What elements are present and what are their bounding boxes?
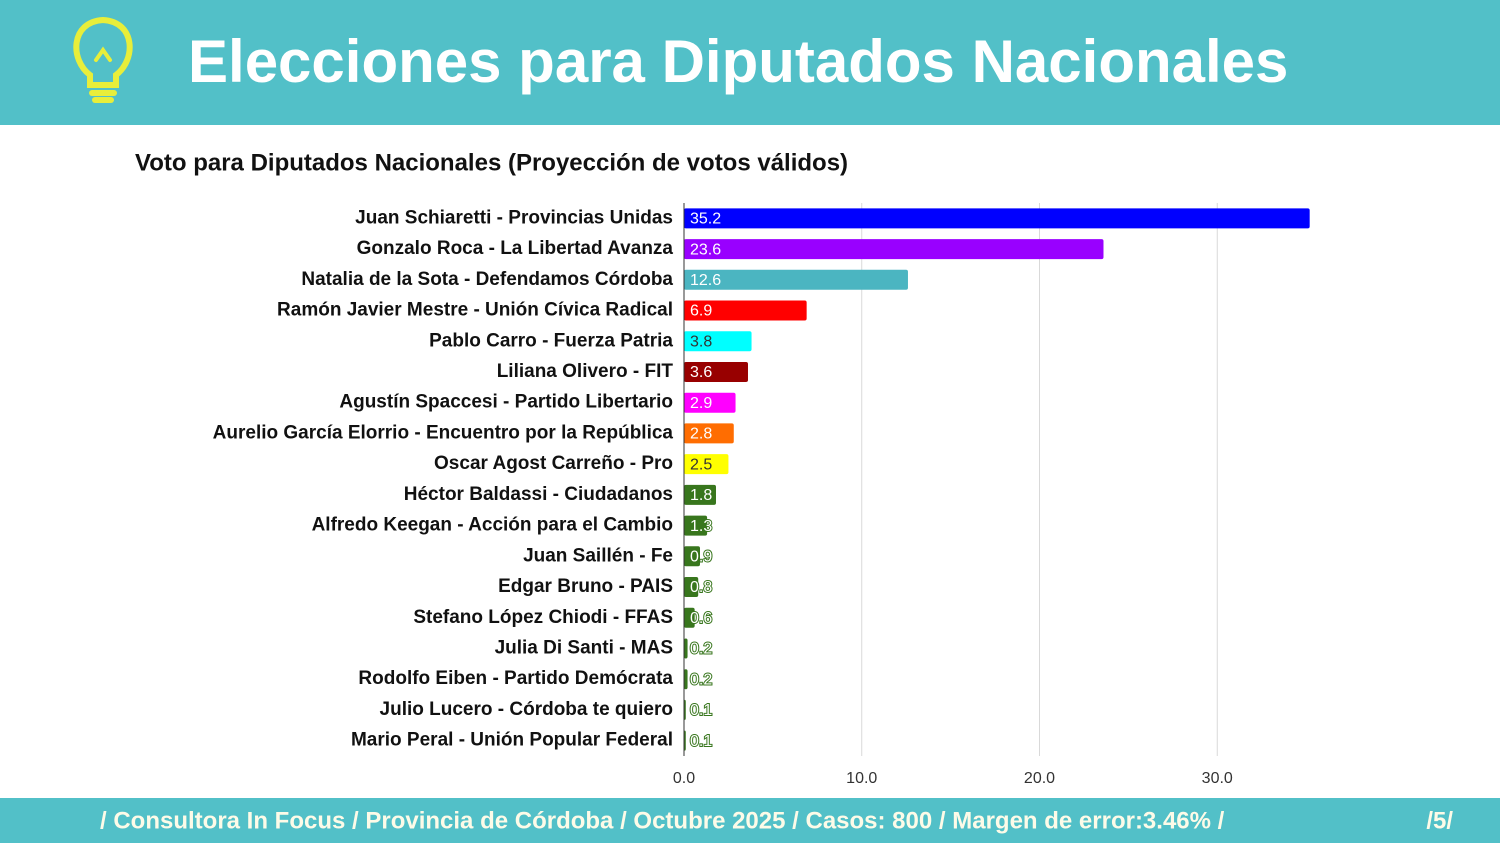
category-label: Mario Peral - Unión Popular Federal — [351, 730, 673, 751]
x-tick-label: 20.0 — [1024, 770, 1055, 787]
bar — [684, 515, 708, 536]
x-tick-label: 0.0 — [673, 770, 695, 787]
value-label: 6.9 — [690, 303, 712, 320]
bar — [684, 577, 699, 598]
category-label: Agustín Spaccesi - Partido Libertario — [339, 392, 673, 413]
value-label: 0.2 — [690, 641, 712, 658]
category-label: Ramón Javier Mestre - Unión Cívica Radic… — [277, 300, 673, 321]
value-label: 12.6 — [690, 272, 721, 289]
category-label: Oscar Agost Carreño - Pro — [434, 453, 673, 474]
category-label: Edgar Bruno - PAIS — [498, 576, 673, 597]
category-label: Héctor Baldassi - Ciudadanos — [404, 484, 673, 505]
chart-title: Voto para Diputados Nacionales (Proyecci… — [135, 149, 848, 176]
bar — [684, 484, 716, 505]
value-label: 0.1 — [690, 733, 712, 750]
bar — [684, 208, 1310, 229]
bar — [684, 546, 700, 567]
value-label: 3.6 — [690, 364, 712, 381]
bar — [684, 454, 729, 475]
category-label: Pablo Carro - Fuerza Patria — [429, 330, 673, 351]
page-number: /5/ — [1426, 807, 1453, 834]
category-label: Juan Schiaretti - Provincias Unidas — [355, 207, 673, 228]
value-label: 35.2 — [690, 211, 721, 228]
category-label: Aurelio García Elorrio - Encuentro por l… — [213, 422, 674, 443]
category-label: Natalia de la Sota - Defendamos Córdoba — [301, 269, 673, 290]
bar — [684, 269, 908, 290]
value-label: 2.8 — [690, 426, 712, 443]
bulb-icon — [73, 16, 133, 103]
category-label: Julia Di Santi - MAS — [495, 637, 673, 658]
category-label: Stefano López Chiodi - FFAS — [413, 607, 673, 628]
x-tick-label: 10.0 — [846, 770, 877, 787]
footer-bar — [0, 798, 1500, 843]
bar — [684, 331, 752, 352]
footer-text: / Consultora In Focus / Provincia de Cór… — [100, 807, 1225, 834]
plot: 0.0 10.0 20.0 30.0 Juan Schiaretti - Provinc… — [213, 203, 1310, 787]
value-label: 1.8 — [690, 487, 712, 504]
value-label: 23.6 — [690, 241, 721, 258]
bar — [684, 638, 688, 659]
bar — [684, 300, 807, 321]
value-label: 0.2 — [690, 671, 712, 688]
bar — [684, 392, 736, 413]
bar — [684, 607, 695, 628]
bar — [684, 423, 734, 444]
value-label: 3.8 — [690, 333, 712, 350]
category-label: Liliana Olivero - FIT — [497, 361, 674, 382]
value-label: 0.6 — [690, 610, 712, 627]
value-label: 0.8 — [690, 579, 712, 596]
category-label: Julio Lucero - Córdoba te quiero — [380, 699, 673, 720]
x-tick-label: 30.0 — [1202, 770, 1233, 787]
value-label: 1.3 — [690, 518, 712, 535]
category-label: Rodolfo Eiben - Partido Demócrata — [358, 668, 673, 689]
category-label: Alfredo Keegan - Acción para el Cambio — [312, 515, 673, 536]
value-label: 2.9 — [690, 395, 712, 412]
bar — [684, 669, 688, 690]
header-bar — [0, 0, 1500, 125]
value-label: 0.1 — [690, 702, 712, 719]
value-label: 0.9 — [690, 549, 712, 566]
category-label: Gonzalo Roca - La Libertad Avanza — [357, 238, 674, 259]
slide-title: Elecciones para Diputados Nacionales — [188, 28, 1288, 95]
bar — [684, 239, 1104, 260]
bar — [684, 361, 748, 382]
value-label: 2.5 — [690, 456, 712, 473]
category-label: Juan Saillén - Fe — [523, 545, 673, 566]
